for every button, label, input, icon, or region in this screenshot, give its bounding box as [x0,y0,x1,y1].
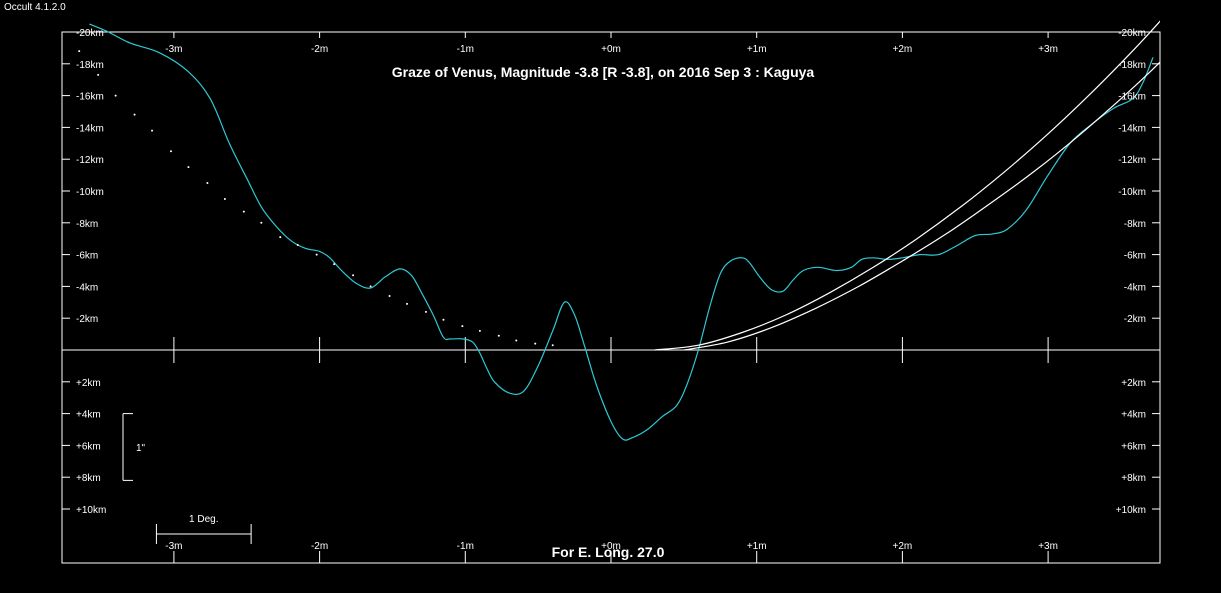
chart-title: Graze of Venus, Magnitude -3.8 [R -3.8],… [392,64,815,80]
x-tick-label-bottom: +0m [601,541,621,552]
x-tick-label-bottom: +2m [893,541,913,552]
chart-footer: For E. Long. 27.0 [552,544,665,560]
y-tick-label-right: +2km [1121,378,1146,389]
y-tick-label-left: +8km [76,473,101,484]
arcsec-scale-label: 1" [136,443,146,454]
y-tick-label-right: -6km [1124,251,1146,262]
y-tick-label-left: +4km [76,410,101,421]
y-tick-label-left: -18km [76,60,104,71]
y-tick-label-right: -16km [1118,92,1146,103]
limb-profile-dot [223,197,226,200]
x-tick-label-bottom: -3m [165,541,182,552]
limb-profile-dot [114,94,117,97]
y-tick-label-left: -20km [76,28,104,39]
x-tick-label-top: -2m [311,44,328,55]
y-tick-label-left: -12km [76,155,104,166]
x-tick-label-top: +2m [893,44,913,55]
limb-profile-dot [551,344,554,347]
limb-profile-dot [296,244,299,247]
y-tick-label-right: -20km [1118,28,1146,39]
limit-curve-3 [683,61,1160,351]
y-tick-label-right: -10km [1118,187,1146,198]
x-tick-label-top: +3m [1038,44,1058,55]
limb-profile-dot [279,236,282,239]
y-tick-label-left: -4km [76,282,98,293]
limb-profile-dot [206,182,209,185]
limb-profile-dot [497,334,500,337]
x-tick-label-bottom: -2m [311,541,328,552]
y-tick-label-right: +6km [1121,441,1146,452]
limb-profile-dot [242,210,245,213]
limb-profile-dot [151,129,154,132]
degree-scale-label: 1 Deg. [189,514,218,525]
y-tick-label-right: -14km [1118,123,1146,134]
limb-profile-dot [260,221,263,224]
x-tick-label-top: -3m [165,44,182,55]
limb-profile-dot [333,263,336,266]
y-tick-label-right: +4km [1121,410,1146,421]
y-tick-label-right: -8km [1124,219,1146,230]
y-tick-label-right: +10km [1116,505,1146,516]
limb-profile-dot [187,166,190,169]
x-tick-label-bottom: +1m [747,541,767,552]
y-tick-label-right: +8km [1121,473,1146,484]
y-tick-label-left: -8km [76,219,98,230]
limb-profile-dot [424,310,427,313]
plot-frame [61,31,1161,564]
limb-profile-dot [352,274,355,277]
limb-profile-dot [515,339,518,342]
limit-curve-2 [654,20,1160,351]
y-tick-label-left: -6km [76,251,98,262]
y-tick-label-right: -18km [1118,60,1146,71]
limb-profile-dot [369,285,372,288]
limb-profile-dot [133,113,136,116]
y-tick-label-right: -2km [1124,314,1146,325]
limb-profile-dot [78,50,81,53]
y-tick-label-left: +6km [76,441,101,452]
limb-profile-dot [442,318,445,321]
x-tick-label-top: -1m [457,44,474,55]
y-tick-label-left: -2km [76,314,98,325]
y-tick-label-left: -16km [76,92,104,103]
y-tick-label-left: -10km [76,187,104,198]
y-tick-label-right: -12km [1118,155,1146,166]
y-tick-label-right: -4km [1124,282,1146,293]
limb-profile-dot [97,73,100,76]
x-tick-label-bottom: +3m [1038,541,1058,552]
x-tick-label-bottom: -1m [457,541,474,552]
limb-profile-line [89,23,1154,441]
y-tick-label-left: -14km [76,123,104,134]
limb-profile-dot [169,150,172,153]
app-version-label: Occult 4.1.2.0 [4,2,66,13]
limb-profile-dot [534,342,537,345]
limb-profile-dot [461,325,464,328]
y-tick-label-left: +10km [76,505,106,516]
x-tick-label-top: +1m [747,44,767,55]
y-tick-label-left: +2km [76,378,101,389]
limb-profile-dot [315,253,318,256]
x-tick-label-top: +0m [601,44,621,55]
limb-profile-dot [388,294,391,297]
limb-profile-dot [406,302,409,305]
limb-profile-dot [478,329,481,332]
